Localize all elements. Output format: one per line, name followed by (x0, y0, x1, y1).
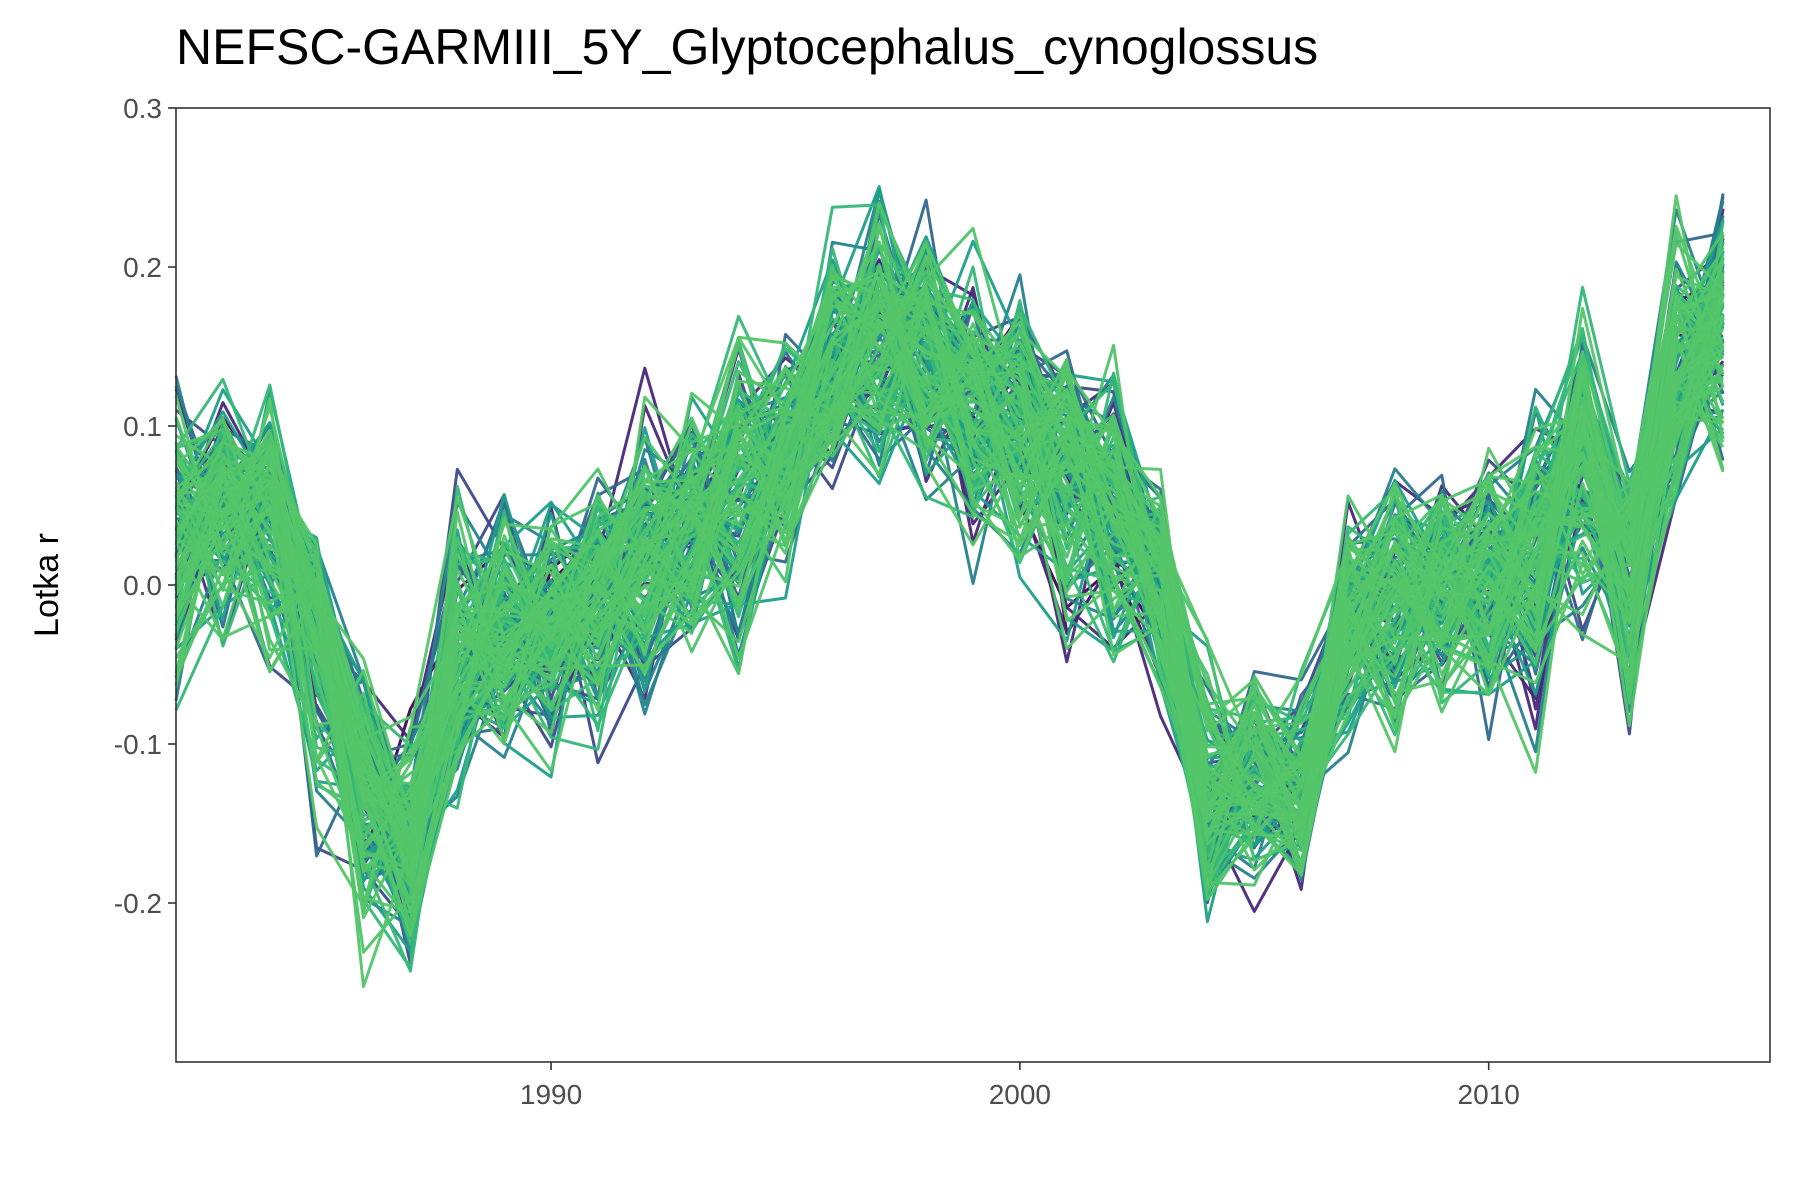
series-layer (174, 185, 1725, 988)
y-tick-label: 0.2 (123, 252, 162, 283)
x-tick-label: 1990 (520, 1079, 582, 1110)
series-line (174, 242, 1725, 836)
y-tick-label: 0.1 (123, 411, 162, 442)
axis-layer: 0.3 0.2 0.1 0.0 -0.1 -0.2 1990 2000 2010 (114, 93, 1520, 1110)
series-line (175, 254, 1724, 858)
series-line (174, 291, 1724, 820)
series-line (174, 336, 1725, 936)
series-line (174, 194, 1725, 887)
y-tick-label: 0.3 (123, 93, 162, 124)
x-tick-label: 2000 (989, 1079, 1051, 1110)
series-line (174, 226, 1725, 938)
chart-title: NEFSC-GARMIII_5Y_Glyptocephalus_cynoglos… (176, 19, 1319, 75)
x-tick-label: 2010 (1458, 1079, 1520, 1110)
y-tick-label: -0.2 (114, 888, 162, 919)
y-axis-title: Lotka r (28, 533, 66, 637)
series-line (175, 240, 1724, 820)
y-tick-label: 0.0 (123, 570, 162, 601)
y-tick-label: -0.1 (114, 729, 162, 760)
